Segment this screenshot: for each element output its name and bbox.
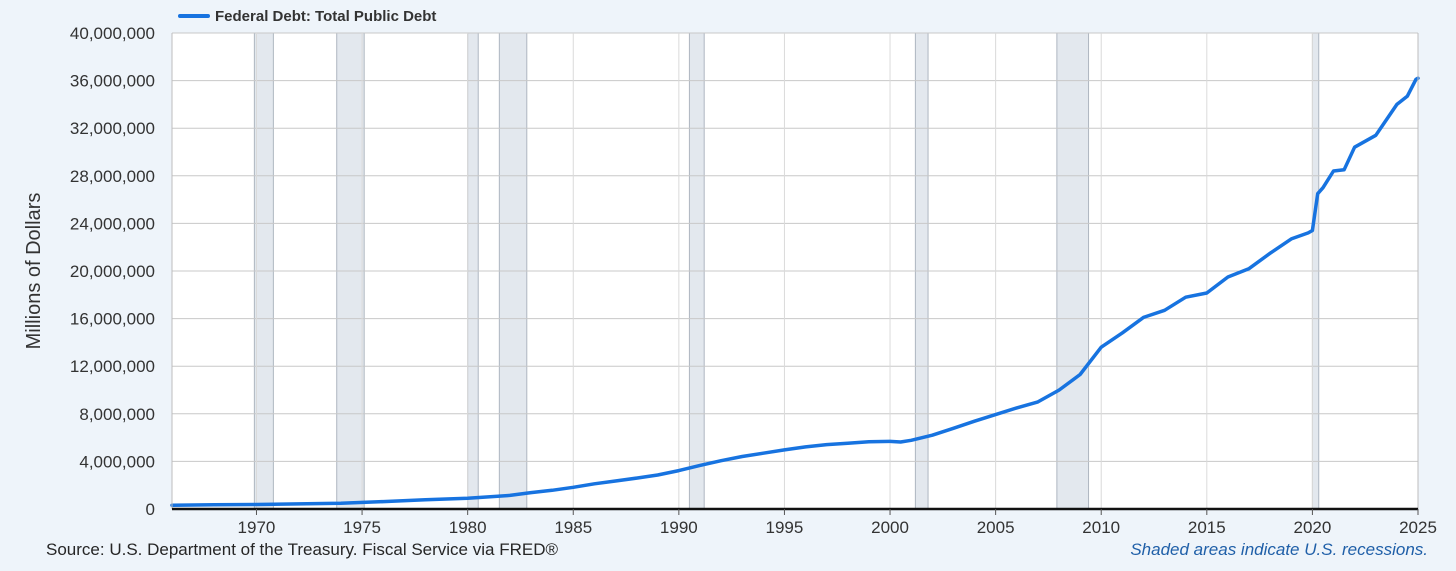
y-tick-label: 24,000,000 bbox=[70, 214, 155, 233]
legend: Federal Debt: Total Public Debt bbox=[178, 8, 436, 25]
series-lines bbox=[170, 76, 1420, 507]
x-tick-label: 2005 bbox=[977, 518, 1015, 537]
y-tick-label: 4,000,000 bbox=[79, 452, 155, 471]
y-tick-label: 36,000,000 bbox=[70, 72, 155, 91]
x-tick-label: 1980 bbox=[449, 518, 487, 537]
legend-entry: Federal Debt: Total Public Debt bbox=[215, 8, 436, 25]
source-prefix: Source: bbox=[46, 540, 110, 559]
y-axis-label: Millions of Dollars bbox=[23, 193, 45, 350]
x-tick-labels: 1970 1975 1980 1985 1990 1995 2000 2005 2010 2015… bbox=[238, 518, 1437, 537]
y-tick-label: 16,000,000 bbox=[70, 310, 155, 329]
x-tick-label: 2020 bbox=[1293, 518, 1331, 537]
source-name: U.S. Department of the Treasury. Fiscal … bbox=[109, 540, 558, 559]
y-tick-label: 28,000,000 bbox=[70, 167, 155, 186]
y-tick-label: 40,000,000 bbox=[70, 24, 155, 43]
recession-note: Shaded areas indicate U.S. recessions. bbox=[1130, 540, 1428, 559]
x-tick-label: 2010 bbox=[1082, 518, 1120, 537]
x-tick-label: 1985 bbox=[554, 518, 592, 537]
y-tick-label: 0 bbox=[146, 500, 155, 519]
y-tick-label: 12,000,000 bbox=[70, 357, 155, 376]
axes bbox=[171, 33, 1419, 515]
x-tick-label: 1990 bbox=[660, 518, 698, 537]
x-tick-label: 1995 bbox=[766, 518, 804, 537]
x-tick-label: 2025 bbox=[1399, 518, 1437, 537]
x-tick-label: 2000 bbox=[871, 518, 909, 537]
source-text: Source: U.S. Department of the Treasury.… bbox=[46, 540, 558, 560]
x-tick-label: 2015 bbox=[1188, 518, 1226, 537]
series-line bbox=[170, 76, 1420, 507]
y-tick-label: 32,000,000 bbox=[70, 119, 155, 138]
y-tick-label: 8,000,000 bbox=[79, 405, 155, 424]
y-tick-label: 20,000,000 bbox=[70, 262, 155, 281]
x-tick-label: 1975 bbox=[343, 518, 381, 537]
grid-lines bbox=[172, 32, 1419, 509]
y-tick-labels: 0 4,000,000 8,000,000 12,000,000 16,000,000 2… bbox=[70, 24, 155, 519]
x-tick-label: 1970 bbox=[238, 518, 276, 537]
